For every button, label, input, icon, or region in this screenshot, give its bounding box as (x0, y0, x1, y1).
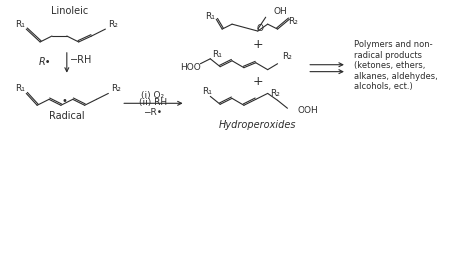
Text: R₁: R₁ (212, 50, 222, 59)
Text: R₁: R₁ (15, 20, 25, 29)
Text: HOO: HOO (180, 63, 201, 72)
Text: −R•: −R• (143, 108, 163, 117)
Text: (ii) RH: (ii) RH (139, 98, 167, 107)
Text: R₁: R₁ (205, 12, 215, 21)
Text: Polymers and non-
radical products
(ketones, ethers,
alkanes, aldehydes,
alcohol: Polymers and non- radical products (keto… (354, 41, 438, 91)
Text: R₁: R₁ (15, 84, 25, 93)
Text: O: O (256, 24, 263, 33)
Text: Linoleic: Linoleic (51, 6, 89, 16)
Text: Radical: Radical (49, 111, 85, 121)
Text: •: • (62, 96, 68, 106)
Text: R₂: R₂ (283, 52, 292, 61)
Text: R₂: R₂ (109, 20, 118, 29)
Text: R₂: R₂ (289, 17, 298, 26)
Text: −RH: −RH (71, 55, 93, 65)
Text: OOH: OOH (297, 106, 318, 115)
Text: (i) O₂: (i) O₂ (141, 91, 164, 100)
Text: R₂: R₂ (270, 89, 280, 98)
Text: R₂: R₂ (111, 84, 121, 93)
Text: OH: OH (273, 7, 287, 16)
Text: Hydroperoxides: Hydroperoxides (219, 120, 297, 130)
Text: R•: R• (39, 57, 51, 67)
Text: +: + (253, 75, 263, 88)
Text: R₁: R₁ (202, 87, 212, 96)
Text: +: + (253, 38, 263, 52)
